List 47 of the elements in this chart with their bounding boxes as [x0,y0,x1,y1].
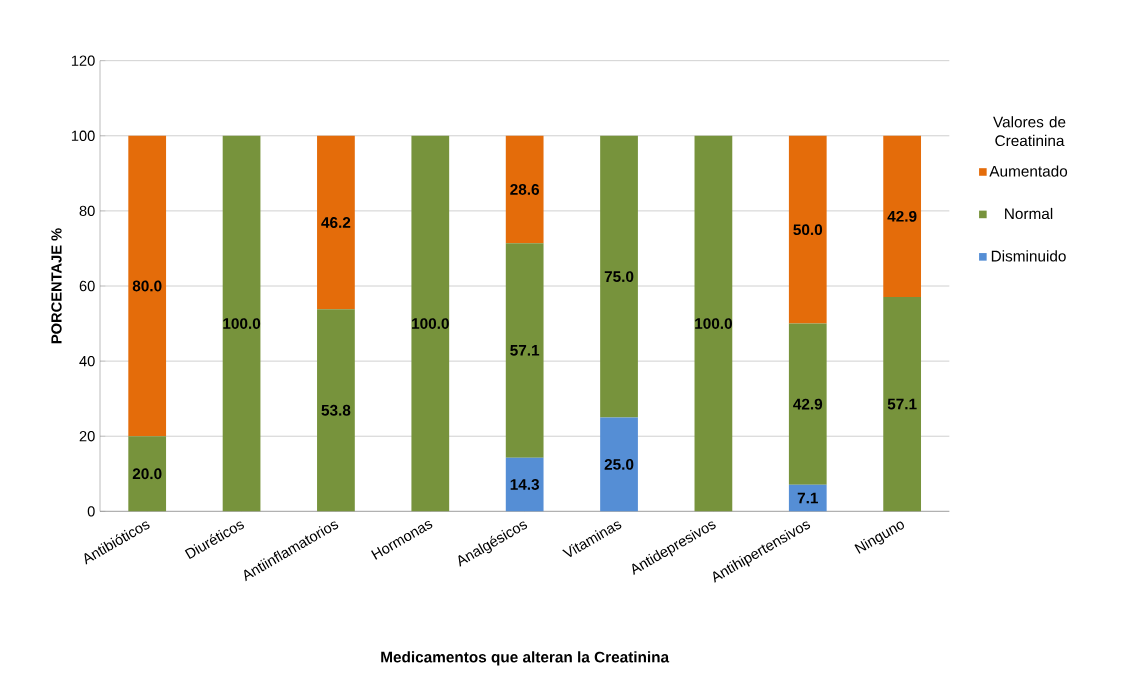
bar [694,135,733,512]
y-tick-label: 40 [79,355,95,367]
data-label: 100.0 [412,318,449,329]
y-tick-label: 120 [71,55,95,66]
legend-label: Normal [1005,207,1053,220]
bar [128,135,167,437]
data-label: 20.0 [132,468,162,480]
bar [883,296,922,512]
data-label: 100.0 [223,318,261,329]
bar [317,135,355,310]
data-label: 80.0 [132,280,162,292]
x-axis-title: Medicamentos que alteran la Creatinina [381,651,670,666]
data-label: 42.9 [793,398,823,410]
bar [317,309,355,512]
legend-label: Aumentado [989,165,1068,177]
data-label: 28.6 [510,184,540,195]
bar [505,135,544,244]
data-label: 57.1 [510,345,540,356]
y-tick-label: 20 [79,431,95,442]
data-label: 100.0 [695,318,732,329]
legend-label: Disminuido [991,250,1066,262]
data-label: 75.0 [604,271,634,283]
bar [411,135,450,512]
data-label: 50.0 [793,224,823,236]
bar [600,417,638,512]
y-tick-label: 60 [79,280,95,292]
legend-title: Valores de Creatinina [993,116,1066,147]
bar [128,436,167,512]
data-label: 7.1 [797,492,818,504]
bar [883,135,922,297]
y-tick-label: 0 [87,506,95,517]
data-label: 25.0 [604,458,634,470]
bar [788,135,827,324]
y-axis-title: PORCENTAJE % [51,228,62,344]
data-label: 42.9 [887,210,917,222]
data-label: 57.1 [887,398,917,410]
bar [788,323,827,485]
bar [788,484,827,512]
y-tick-label: 80 [79,205,95,217]
data-label: 53.8 [321,404,351,416]
y-tick-label: 100 [71,130,95,141]
data-label: 14.3 [510,479,540,490]
bar [505,457,544,512]
bar [222,135,261,512]
data-label: 46.2 [321,217,351,228]
bar [505,243,544,458]
bar [600,135,638,418]
